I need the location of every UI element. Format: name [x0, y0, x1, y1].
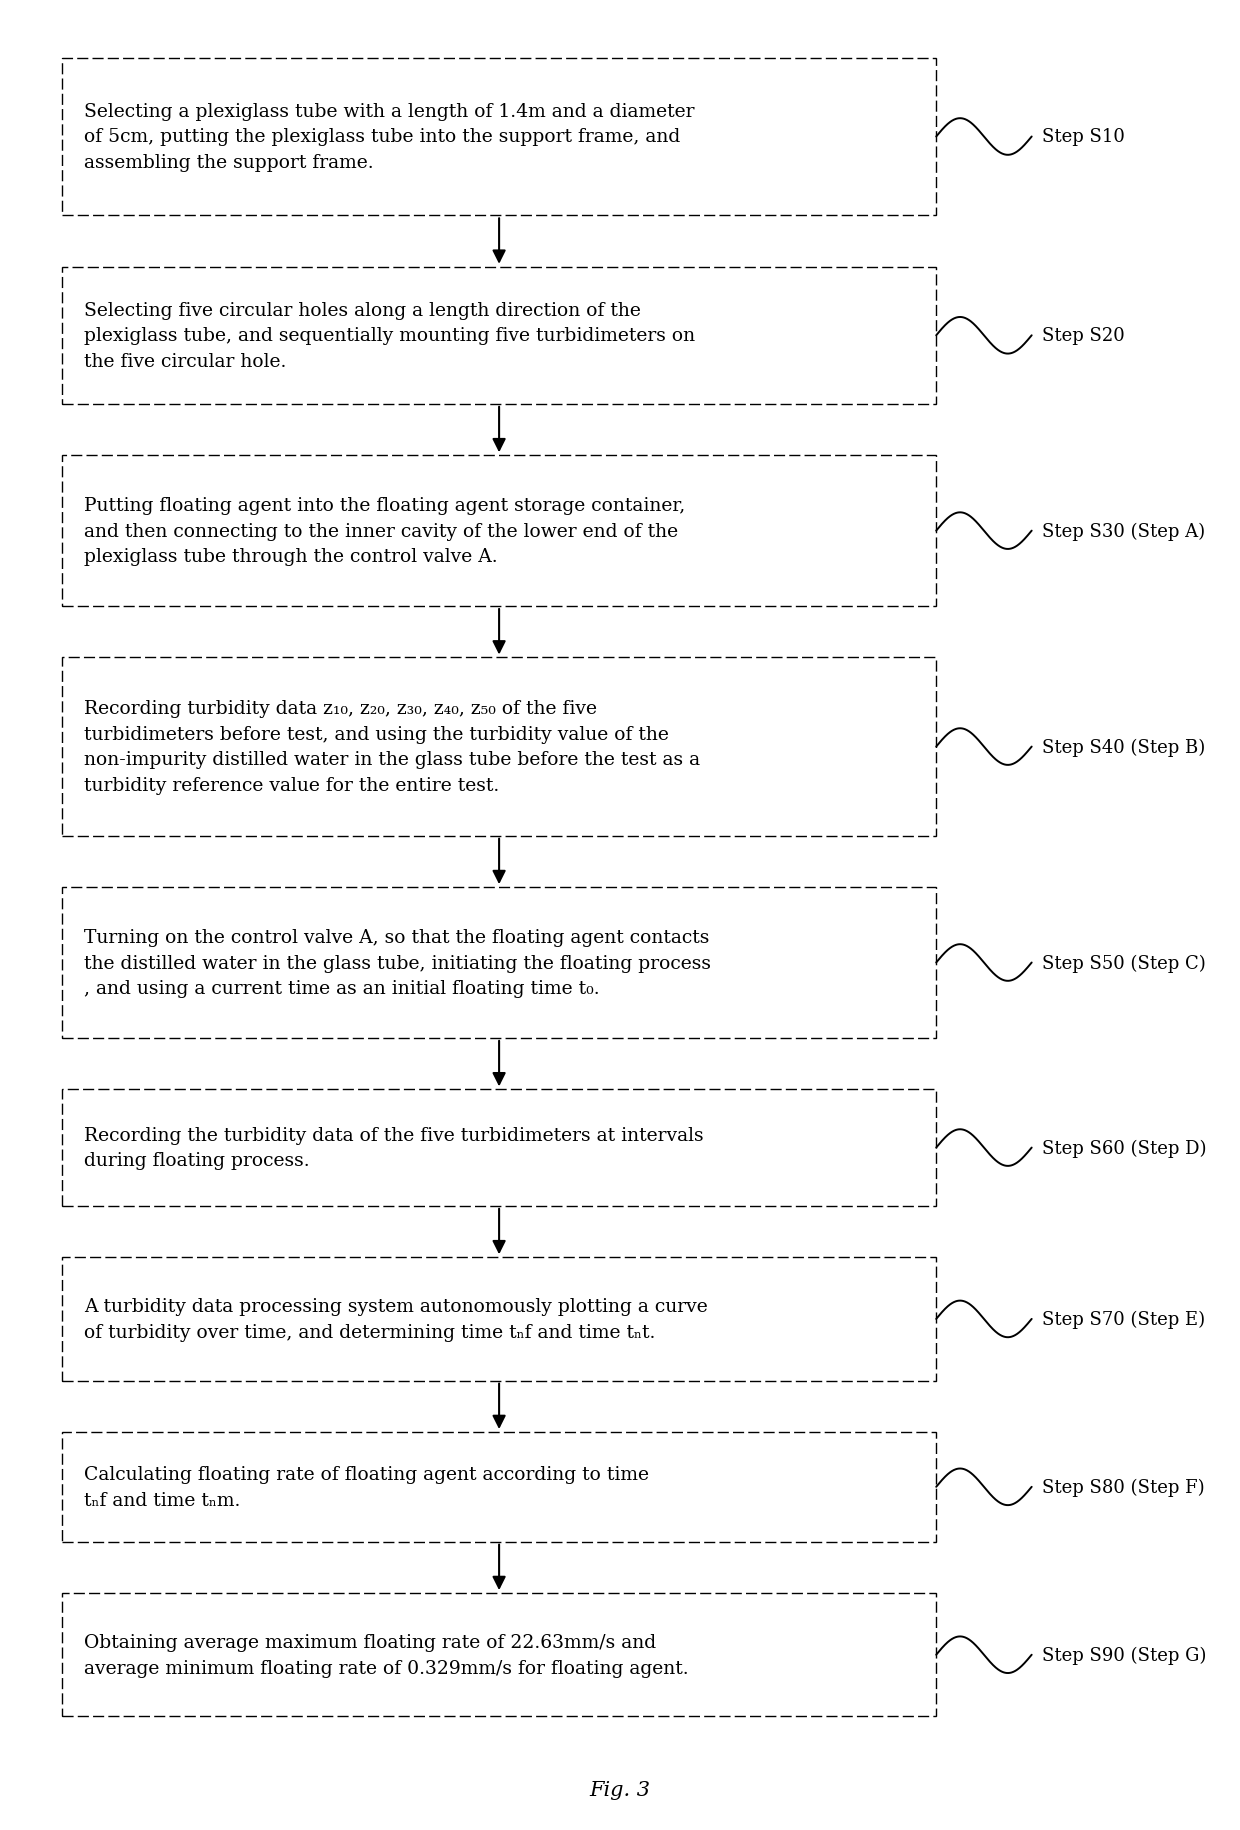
Text: Step S50 (Step C): Step S50 (Step C) [1042, 953, 1205, 972]
Text: Turning on the control valve A, so that the floating agent contacts
the distille: Turning on the control valve A, so that … [84, 928, 712, 997]
Text: Obtaining average maximum floating rate of 22.63mm/s and
average minimum floatin: Obtaining average maximum floating rate … [84, 1632, 689, 1676]
Text: Recording the turbidity data of the five turbidimeters at intervals
during float: Recording the turbidity data of the five… [84, 1125, 704, 1169]
Bar [62, 1257, 936, 1382]
Text: Step S60 (Step D): Step S60 (Step D) [1042, 1138, 1207, 1157]
Text: Step S40 (Step B): Step S40 (Step B) [1042, 737, 1205, 756]
Text: Step S30 (Step A): Step S30 (Step A) [1042, 522, 1205, 540]
Text: Step S90 (Step G): Step S90 (Step G) [1042, 1645, 1207, 1663]
Text: Step S80 (Step F): Step S80 (Step F) [1042, 1479, 1204, 1497]
Bar [62, 59, 936, 216]
Text: Step S70 (Step E): Step S70 (Step E) [1042, 1310, 1205, 1329]
Text: Putting floating agent into the floating agent storage container,
and then conne: Putting floating agent into the floating… [84, 496, 686, 565]
Bar [62, 1433, 936, 1543]
Text: Step S20: Step S20 [1042, 328, 1125, 346]
Text: A turbidity data processing system autonomously plotting a curve
of turbidity ov: A turbidity data processing system auton… [84, 1297, 708, 1341]
Bar [62, 1089, 936, 1206]
Text: Selecting a plexiglass tube with a length of 1.4m and a diameter
of 5cm, putting: Selecting a plexiglass tube with a lengt… [84, 102, 694, 172]
Bar [62, 659, 936, 836]
Bar [62, 1594, 936, 1717]
Text: Step S10: Step S10 [1042, 128, 1125, 146]
Bar [62, 456, 936, 608]
Text: Recording turbidity data z₁₀, z₂₀, z₃₀, z₄₀, z₅₀ of the five
turbidimeters befor: Recording turbidity data z₁₀, z₂₀, z₃₀, … [84, 699, 701, 794]
Text: Fig. 3: Fig. 3 [589, 1781, 651, 1799]
Text: Selecting five circular holes along a length direction of the
plexiglass tube, a: Selecting five circular holes along a le… [84, 302, 696, 371]
Bar [62, 267, 936, 404]
Bar [62, 888, 936, 1038]
Text: Calculating floating rate of floating agent according to time
tₙf and time tₙm.: Calculating floating rate of floating ag… [84, 1466, 650, 1510]
